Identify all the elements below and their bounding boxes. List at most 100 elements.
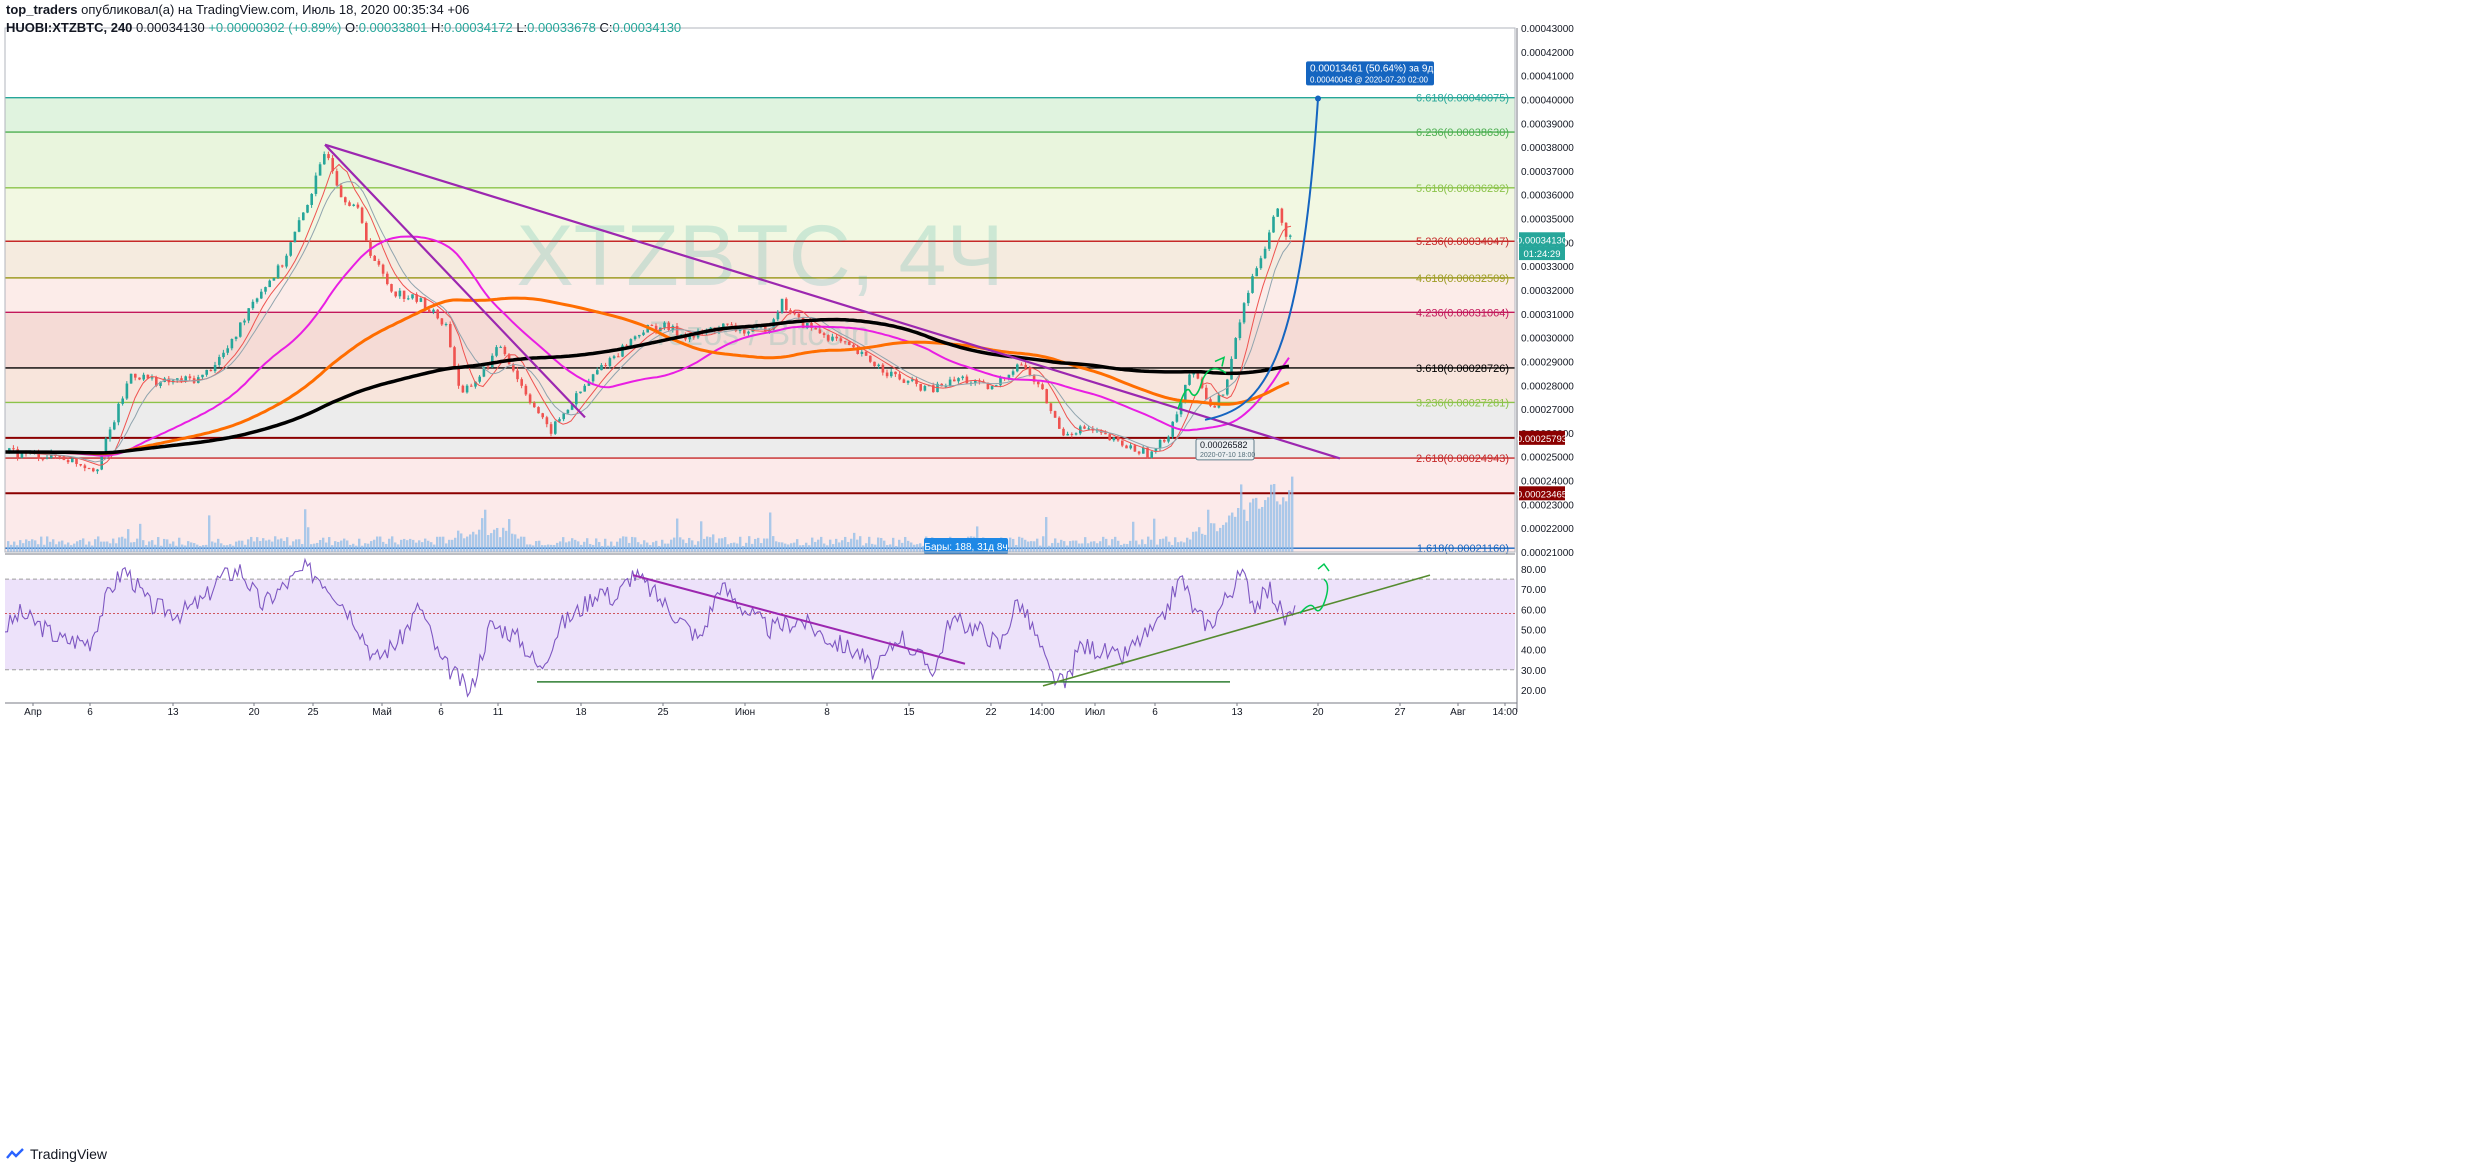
candle-body <box>499 346 502 348</box>
candle-body <box>898 374 901 380</box>
price-tick-label: 0.00042000 <box>1521 48 1574 59</box>
candle-body <box>785 298 788 311</box>
candle-body <box>995 385 998 387</box>
volume-bar <box>106 541 109 552</box>
price-pane[interactable]: 6.618(0.00040075) 6.236(0.00038630) 5.618(… <box>5 61 1515 555</box>
volume-bar <box>904 536 907 552</box>
volume-bar <box>385 543 388 552</box>
candle-body <box>58 455 61 457</box>
volume-bar <box>1075 540 1078 552</box>
candle-body <box>822 333 826 336</box>
candle-body <box>75 458 78 465</box>
volume-bar <box>364 543 367 552</box>
rsi-tick-label: 20.00 <box>1521 686 1546 697</box>
volume-bar <box>631 536 634 552</box>
symbol-label[interactable]: HUOBI:XTZBTC, 240 <box>6 20 133 35</box>
range-label: Бары: 188, 31д 8ч <box>924 542 1007 553</box>
volume-bar <box>898 539 901 552</box>
close-value: 0.00034130 <box>612 20 682 35</box>
volume-bar <box>64 544 67 552</box>
volume-bar <box>715 542 718 552</box>
volume-bar <box>421 542 424 552</box>
candle-body <box>356 204 360 208</box>
volume-bar <box>1159 539 1162 552</box>
volume-bar <box>508 519 511 552</box>
candle-body <box>1020 364 1023 366</box>
candle-body <box>533 402 536 408</box>
volume-bar <box>895 545 898 552</box>
volume-bar <box>199 545 202 552</box>
candle-body <box>1016 364 1019 372</box>
volume-bar <box>754 538 757 552</box>
volume-bar <box>163 538 166 552</box>
rsi-pane[interactable] <box>4 557 1515 698</box>
candle-body <box>1121 440 1124 446</box>
candle-body <box>965 376 969 384</box>
volume-bar <box>742 545 745 552</box>
time-tick-label: 14:00 <box>1029 707 1054 718</box>
candle-body <box>722 323 725 328</box>
volume-bar <box>781 542 784 552</box>
volume-bar <box>454 537 457 552</box>
candle-body <box>890 371 893 377</box>
candle-body <box>302 212 305 221</box>
candle-body <box>1129 445 1132 449</box>
volume-bar <box>856 539 859 552</box>
volume-bar <box>1258 508 1261 552</box>
range-label-box <box>924 538 1008 554</box>
volume-bar <box>1135 540 1138 552</box>
volume-bar <box>397 544 400 552</box>
candle-body <box>911 379 914 381</box>
ema200-line <box>5 317 1290 455</box>
projection-label: 0.00013461 (50.64%) за 9д 8ч <box>1310 63 1447 74</box>
rsi-line <box>4 557 1296 698</box>
volume-bar <box>481 518 484 552</box>
volume-bar <box>391 536 394 552</box>
volume-bar <box>1054 538 1057 552</box>
volume-bar <box>70 545 73 552</box>
volume-bar <box>133 542 136 552</box>
candle-body <box>327 154 330 159</box>
fib-level-label: 4.618(0.00032509) <box>1416 273 1509 285</box>
volume-bar <box>400 539 403 552</box>
volume-bar <box>1102 536 1105 552</box>
volume-bar <box>226 545 229 552</box>
volume-bar <box>187 541 190 552</box>
volume-bar <box>1231 512 1234 552</box>
volume-bar <box>817 539 820 552</box>
candle-body <box>675 325 679 336</box>
tradingview-brand[interactable]: TradingView <box>6 1146 107 1162</box>
volume-bar <box>850 538 853 552</box>
candle-body <box>264 287 267 292</box>
volume-bar <box>922 545 925 552</box>
candle-body <box>633 336 637 340</box>
volume-bar <box>337 541 340 552</box>
volume-bar <box>1093 541 1096 552</box>
volume-bar <box>97 536 100 552</box>
candle-body <box>415 294 418 302</box>
candle-body <box>877 364 880 367</box>
candle-body <box>365 222 368 241</box>
volume-bar <box>124 538 127 552</box>
candle-body <box>1058 417 1061 429</box>
volume-bar <box>313 543 316 552</box>
candle-body <box>239 322 242 337</box>
candle-body <box>218 357 221 365</box>
volume-bar <box>1249 502 1252 552</box>
volume-bar <box>1015 545 1018 552</box>
time-tick-label: 20 <box>1312 707 1324 718</box>
candle-body <box>852 344 855 348</box>
author-name[interactable]: top_traders <box>6 2 78 17</box>
volume-bar <box>328 537 331 552</box>
candle-body <box>512 364 515 371</box>
candle-body <box>268 280 271 288</box>
fib-band <box>5 367 1515 403</box>
volume-bar <box>568 541 571 552</box>
volume-bar <box>808 545 811 552</box>
candle-body <box>1263 248 1267 259</box>
candle-body <box>524 385 528 395</box>
candle-body <box>444 323 448 325</box>
time-tick-label: Июл <box>1085 707 1105 718</box>
volume-bar <box>430 542 433 552</box>
candle-body <box>1007 374 1011 379</box>
